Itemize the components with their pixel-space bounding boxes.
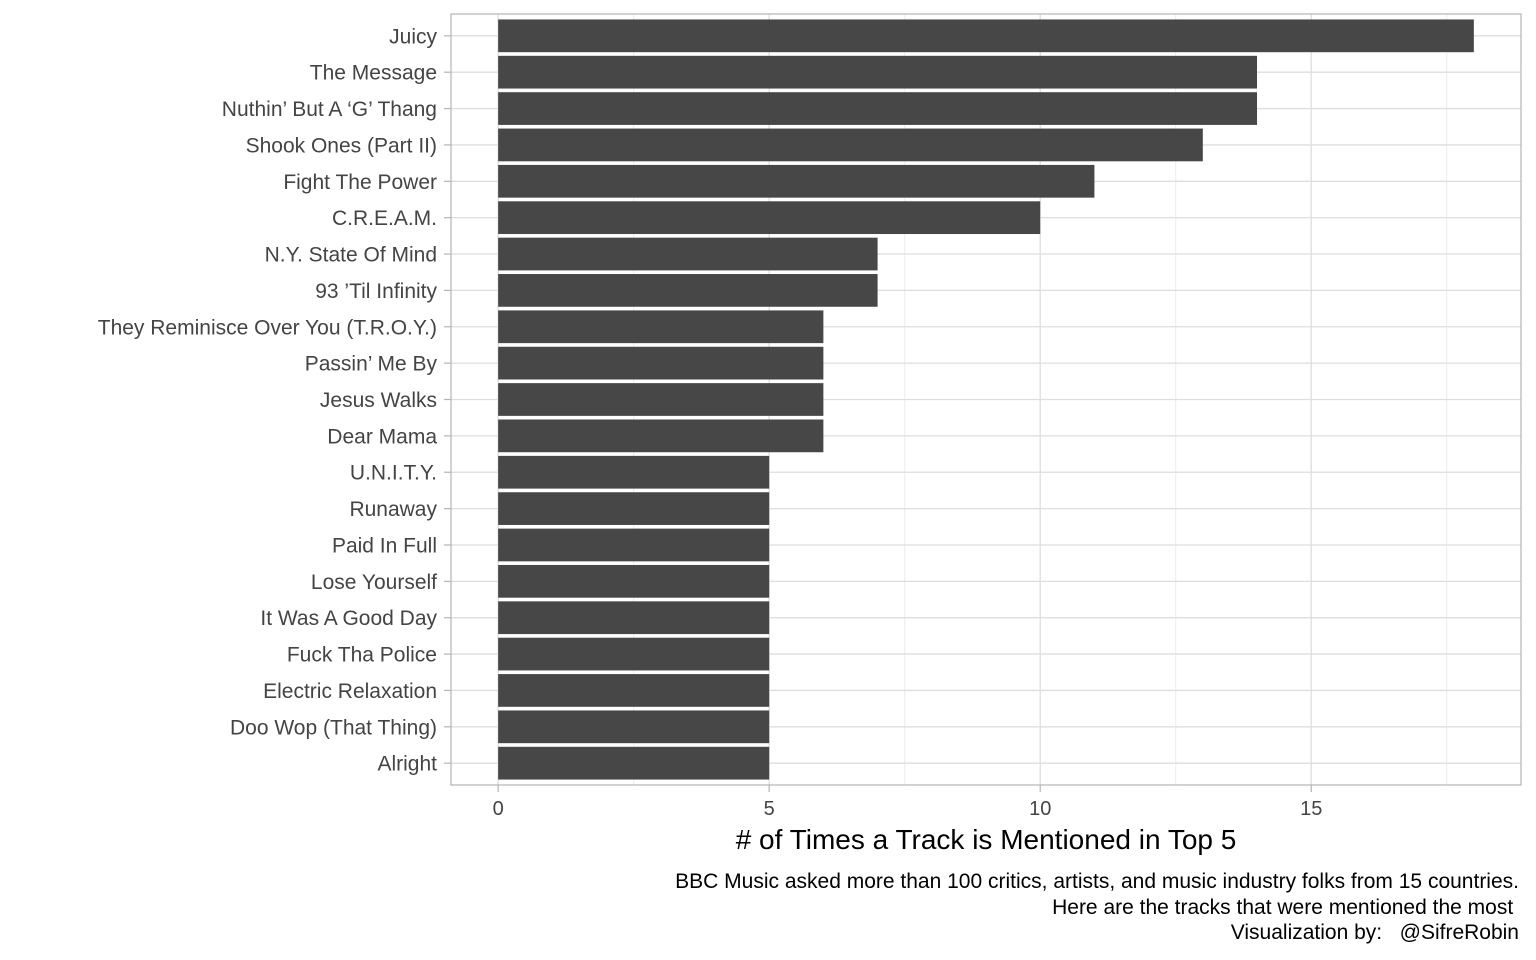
bar [498, 310, 824, 344]
x-tick-label: 15 [1300, 798, 1322, 820]
bar [498, 19, 1474, 53]
y-axis: Juicy The Message Nuthin’ But A ‘G’ Thang S… [98, 25, 451, 776]
y-tick-label: Juicy [389, 25, 437, 48]
bar [498, 746, 770, 780]
y-tick-label: Fuck Tha Police [287, 644, 437, 667]
bar [498, 92, 1258, 125]
bar [498, 564, 770, 598]
y-tick-label: C.R.E.A.M. [332, 207, 437, 230]
y-tick-label: 93 ’Til Infinity [315, 280, 437, 303]
x-axis: 0 5 10 15 [493, 785, 1322, 820]
caption-line-1: BBC Music asked more than 100 critics, a… [675, 870, 1519, 893]
y-tick-label: Passin’ Me By [305, 353, 438, 376]
bar [498, 601, 770, 635]
y-tick-label: N.Y. State Of Mind [265, 244, 437, 267]
y-tick-label: Nuthin’ But A ‘G’ Thang [222, 98, 437, 121]
y-tick-label: Dear Mama [327, 425, 437, 448]
bar [498, 346, 824, 380]
bar [498, 710, 770, 744]
bar [498, 128, 1203, 162]
bar [498, 383, 824, 416]
bar [498, 419, 824, 453]
bar [498, 455, 770, 489]
x-tick-label: 0 [493, 798, 504, 820]
y-tick-label: Jesus Walks [320, 389, 437, 412]
bar [498, 674, 770, 707]
y-tick-label: Electric Relaxation [263, 680, 437, 703]
bar [498, 201, 1041, 235]
y-tick-label: They Reminisce Over You (T.R.O.Y.) [98, 316, 437, 339]
bar [498, 164, 1095, 198]
y-tick-label: Shook Ones (Part II) [246, 134, 437, 157]
y-tick-label: Alright [377, 753, 437, 776]
y-tick-label: The Message [310, 62, 437, 85]
bar [498, 237, 878, 271]
y-tick-label: Doo Wop (That Thing) [230, 716, 437, 739]
x-axis-title: # of Times a Track is Mentioned in Top 5 [736, 824, 1237, 855]
y-tick-label: Fight The Power [283, 171, 437, 194]
y-tick-label: Lose Yourself [311, 571, 437, 594]
bars [498, 19, 1474, 780]
y-tick-label: It Was A Good Day [260, 607, 437, 630]
y-tick-label: Paid In Full [332, 534, 437, 557]
bar [498, 528, 770, 562]
bar [498, 492, 770, 525]
bar [498, 637, 770, 671]
y-tick-label: Runaway [349, 498, 437, 521]
bar [498, 274, 878, 307]
caption-line-3: Visualization by: @SifreRobin [1231, 921, 1519, 944]
y-tick-label: U.N.I.T.Y. [350, 462, 437, 485]
bar [498, 55, 1258, 89]
caption-line-2: Here are the tracks that were mentioned … [1052, 896, 1519, 919]
x-tick-label: 5 [764, 798, 775, 820]
x-tick-label: 10 [1029, 798, 1051, 820]
